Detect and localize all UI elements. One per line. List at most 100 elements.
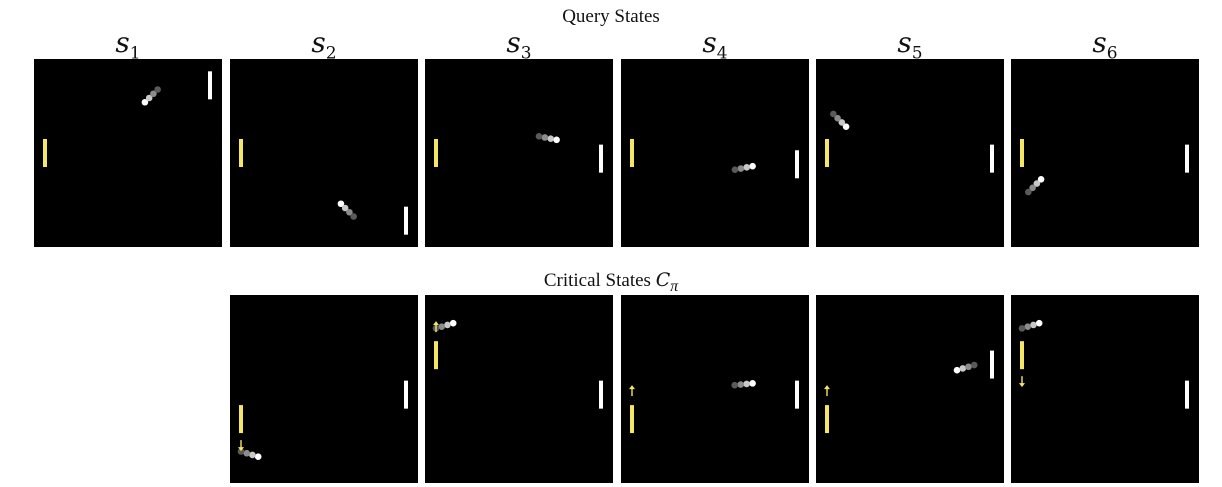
ball <box>337 200 345 208</box>
arrow-down-icon <box>1019 376 1025 388</box>
arrow-up-icon <box>433 321 439 333</box>
ball-trail <box>737 381 744 388</box>
column-label-letter: s <box>897 26 912 59</box>
ball-trail <box>145 94 153 102</box>
ball-trail <box>965 363 972 371</box>
arrow-down-icon <box>238 440 244 452</box>
game-frame <box>630 139 799 179</box>
column-label-s1: s1 <box>34 26 222 64</box>
game-frame <box>825 110 994 173</box>
ball-trail <box>541 134 549 141</box>
ball-trail <box>731 166 739 173</box>
opponent-paddle <box>795 380 799 409</box>
critical-state-panel-col4 <box>621 295 809 483</box>
opponent-paddle <box>990 144 994 173</box>
ball-trail <box>838 119 846 126</box>
game-frame <box>43 71 212 167</box>
ball-trail <box>154 86 161 93</box>
ball-trail <box>341 204 349 212</box>
critical-state-panel-col2 <box>230 295 418 483</box>
ball-trail <box>731 381 738 389</box>
critical-state-panel-col5 <box>816 295 1004 483</box>
column-label-index: 1 <box>129 43 141 64</box>
opponent-paddle <box>599 144 603 173</box>
column-label-index: 4 <box>716 43 728 64</box>
ball <box>1037 176 1045 183</box>
ball-trail <box>830 110 837 118</box>
ball-trail <box>737 165 745 172</box>
critical-states-title: Critical States <box>543 270 656 291</box>
agent-paddle <box>825 139 829 167</box>
ball-trail <box>743 380 750 388</box>
critical-states-heading: Critical States Cπ <box>0 269 1222 296</box>
column-label-s3: s3 <box>425 26 613 64</box>
ball <box>254 453 262 460</box>
column-label-index: 6 <box>1106 43 1118 64</box>
column-label-s5: s5 <box>816 26 1004 64</box>
column-label-letter: s <box>1092 26 1107 59</box>
critical-set-symbol: C <box>655 269 671 291</box>
opponent-paddle <box>404 380 408 409</box>
game-frame <box>1018 319 1189 409</box>
game-frame <box>824 350 994 434</box>
agent-paddle <box>1020 139 1024 167</box>
game-frame <box>629 380 799 434</box>
opponent-paddle <box>208 71 212 100</box>
opponent-paddle <box>404 206 408 235</box>
ball <box>449 319 457 327</box>
column-label-s4: s4 <box>621 26 809 64</box>
column-label-letter: s <box>115 26 130 59</box>
ball-trail <box>1029 184 1036 192</box>
agent-paddle <box>434 341 438 370</box>
game-frame <box>434 133 603 173</box>
ball-trail <box>547 135 555 142</box>
ball-trail <box>743 164 751 171</box>
game-frame <box>239 139 408 235</box>
ball-trail <box>438 323 446 330</box>
ball-trail <box>535 133 543 140</box>
ball-trail <box>1033 180 1041 187</box>
ball-trail <box>243 449 251 457</box>
agent-paddle <box>239 405 243 434</box>
column-label-s2: s2 <box>230 26 418 64</box>
agent-paddle <box>825 405 829 434</box>
arrow-up-icon <box>824 385 830 397</box>
query-state-panel-s4 <box>621 59 809 247</box>
ball-trail <box>444 321 451 329</box>
column-label-s6: s6 <box>1011 26 1199 64</box>
opponent-paddle <box>990 350 994 379</box>
query-state-panel-s2 <box>230 59 418 247</box>
opponent-paddle <box>1185 380 1189 409</box>
ball <box>141 98 149 106</box>
ball-trail <box>346 208 353 216</box>
ball-trail <box>237 448 245 455</box>
column-label-letter: s <box>506 26 521 59</box>
critical-state-panel-col6 <box>1011 295 1199 483</box>
column-label-index: 3 <box>520 43 532 64</box>
agent-paddle <box>630 405 634 434</box>
agent-paddle <box>239 139 243 167</box>
game-frame <box>237 380 408 460</box>
ball <box>553 136 560 144</box>
game-frame <box>1020 139 1189 196</box>
opponent-paddle <box>1185 144 1189 173</box>
ball-trail <box>970 361 978 369</box>
arrow-up-icon <box>629 385 635 397</box>
query-states-heading: Query States <box>0 6 1222 28</box>
agent-paddle <box>43 139 47 167</box>
ball-trail <box>150 90 157 98</box>
ball <box>842 123 850 130</box>
game-frame <box>432 319 603 409</box>
ball <box>749 162 756 170</box>
ball-trail <box>1024 323 1032 330</box>
ball-trail <box>1025 188 1032 196</box>
column-label-index: 5 <box>911 43 923 64</box>
query-states-title: Query States <box>562 6 660 27</box>
agent-paddle <box>434 139 438 167</box>
ball-trail <box>350 213 357 220</box>
ball-trail <box>1030 321 1037 329</box>
critical-set-subscript: π <box>670 277 679 295</box>
agent-paddle <box>630 139 634 167</box>
query-state-panel-s3 <box>425 59 613 247</box>
query-state-panel-s1 <box>34 59 222 247</box>
